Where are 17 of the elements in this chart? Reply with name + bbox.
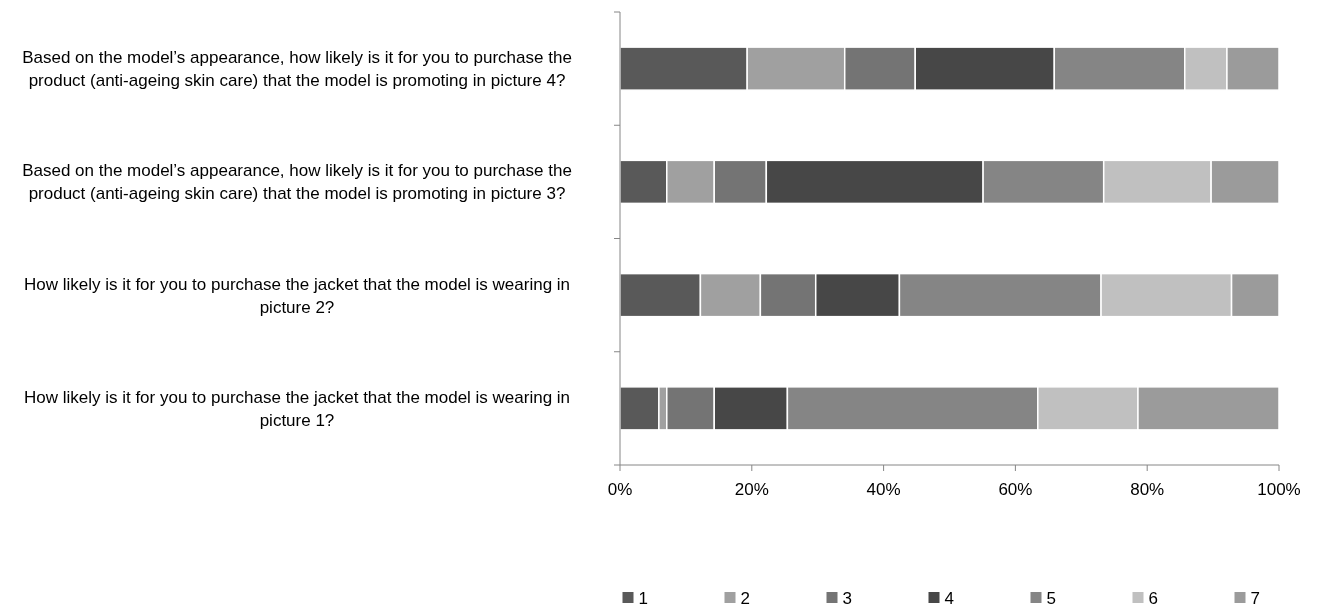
x-tick-label: 40% — [866, 480, 901, 499]
x-tick-label: 20% — [734, 480, 769, 499]
y-tick-label: Based on the model’s appearance, how likely is it for you to purchase the product (anti-ageing skin care) that the model is promoting in picture 3? — [22, 161, 572, 204]
x-tick-label: 0% — [607, 480, 633, 499]
legend-label: 6 — [1148, 589, 1158, 608]
x-tick-label: 100% — [1257, 480, 1301, 499]
legend-label: 3 — [842, 589, 852, 608]
legend-label: 5 — [1046, 589, 1056, 608]
legend-label: 4 — [944, 589, 954, 608]
y-tick-label: How likely is it for you to purchase the jacket that the model is wearing in picture 2? — [23, 274, 571, 317]
x-tick-label: 80% — [1130, 480, 1165, 499]
legend-label: 2 — [740, 589, 750, 608]
legend-label: 1 — [638, 589, 648, 608]
y-tick-label: How likely is it for you to purchase the jacket that the model is wearing in picture 1? — [23, 387, 571, 430]
x-tick-label: 60% — [998, 480, 1033, 499]
y-tick-label: Based on the model’s appearance, how likely is it for you to purchase the product (anti-ageing skin care) that the model is promoting in picture 4? — [22, 48, 572, 91]
legend-label: 7 — [1250, 589, 1260, 608]
